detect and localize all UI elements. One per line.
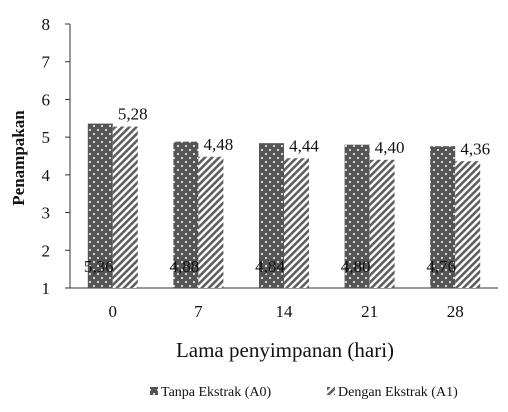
x-tick-label: 7 xyxy=(194,302,203,321)
data-label: 4,36 xyxy=(460,139,490,158)
x-tick-label: 0 xyxy=(109,302,118,321)
bars xyxy=(87,123,481,289)
bar-a0 xyxy=(173,141,199,288)
data-label: 4,88 xyxy=(170,257,200,276)
bar-a0 xyxy=(344,144,370,288)
data-label: 4,48 xyxy=(204,135,234,154)
legend-label-a1: Dengan Ekstrak (A1) xyxy=(338,385,458,400)
bar-a0 xyxy=(87,123,113,289)
bar-a1 xyxy=(369,159,395,288)
y-tick-label: 1 xyxy=(42,279,51,298)
data-labels: 5,36 5,28 4,88 4,48 4,84 4,44 4,80 4,40 4,76 4,36 xyxy=(84,105,490,276)
bar-a1 xyxy=(198,156,224,288)
data-label: 4,44 xyxy=(289,136,319,155)
y-axis-label: Penampakan xyxy=(9,110,28,206)
data-label: 4,40 xyxy=(375,138,405,157)
data-label: 4,80 xyxy=(341,257,371,276)
bar-a1 xyxy=(455,161,481,288)
x-axis-ticks: 0 7 14 21 28 xyxy=(109,302,464,321)
x-tick-label: 21 xyxy=(361,302,378,321)
legend-swatch-a1 xyxy=(327,387,335,395)
data-label: 5,36 xyxy=(84,257,114,276)
y-axis-ticks: 1 2 3 4 5 6 7 8 xyxy=(42,15,70,298)
legend: Tanpa Ekstrak (A0) Dengan Ekstrak (A1) xyxy=(150,385,458,400)
y-tick-label: 5 xyxy=(42,128,51,147)
legend-label-a0: Tanpa Ekstrak (A0) xyxy=(161,385,272,400)
y-tick-label: 4 xyxy=(42,166,51,185)
y-tick-label: 7 xyxy=(42,53,51,72)
x-tick-label: 14 xyxy=(276,302,294,321)
data-label: 4,76 xyxy=(426,257,456,276)
data-label: 5,28 xyxy=(118,105,148,124)
x-axis-label: Lama penyimpanan (hari) xyxy=(176,338,394,362)
bar-a0 xyxy=(430,146,456,288)
y-tick-label: 3 xyxy=(42,204,51,223)
legend-swatch-a0 xyxy=(150,387,158,395)
data-label: 4,84 xyxy=(255,257,285,276)
y-tick-label: 6 xyxy=(42,90,51,109)
y-tick-label: 8 xyxy=(42,15,51,34)
y-tick-label: 2 xyxy=(42,241,51,260)
bar-a0 xyxy=(259,143,284,288)
x-tick-label: 28 xyxy=(447,302,464,321)
bar-a1 xyxy=(284,158,309,288)
bar-a1 xyxy=(112,126,138,288)
